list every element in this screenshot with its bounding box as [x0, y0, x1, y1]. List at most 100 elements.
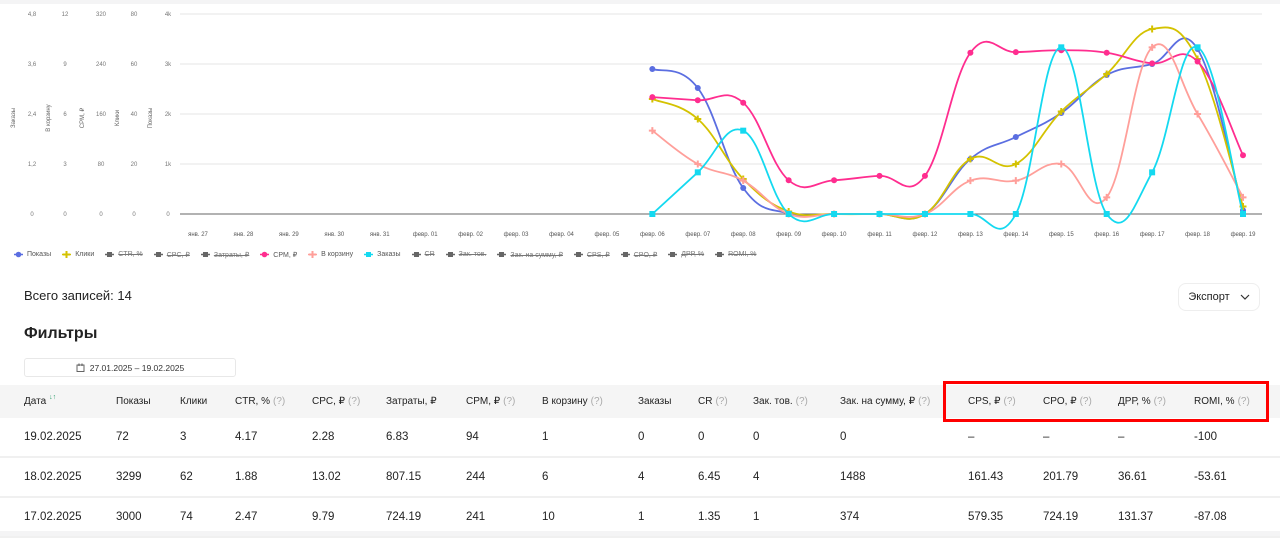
data-point[interactable] — [1103, 193, 1111, 201]
data-point[interactable] — [921, 211, 928, 217]
data-point[interactable] — [1103, 211, 1110, 217]
column-header[interactable]: ДРР, % (?) — [1118, 385, 1166, 418]
data-point[interactable] — [649, 211, 656, 217]
help-icon[interactable]: (?) — [1237, 396, 1250, 407]
table-row[interactable]: 18.02.2025 3299 62 1.88 13.02 807.15 244 6 4 6.45… — [0, 458, 1280, 498]
data-point[interactable] — [1058, 44, 1065, 51]
data-point[interactable] — [649, 94, 656, 101]
data-point[interactable] — [740, 127, 747, 134]
legend-item[interactable]: В корзину — [308, 250, 353, 259]
legend-item[interactable]: CTR, % — [105, 250, 143, 259]
column-header[interactable]: Клики — [180, 385, 207, 418]
date-range-picker[interactable]: 27.01.2025 – 19.02.2025 — [24, 358, 236, 377]
data-point[interactable] — [1148, 25, 1156, 33]
data-point[interactable] — [1149, 169, 1156, 176]
data-point[interactable] — [1103, 70, 1111, 78]
column-header[interactable]: CPO, ₽ (?) — [1043, 385, 1092, 418]
y-axis-title: В корзину — [46, 104, 52, 131]
data-point[interactable] — [785, 211, 792, 217]
help-icon[interactable]: (?) — [590, 396, 603, 407]
data-point[interactable] — [694, 169, 701, 176]
data-point[interactable] — [785, 177, 792, 184]
help-icon[interactable]: (?) — [1079, 396, 1092, 407]
data-point[interactable] — [1239, 193, 1247, 201]
help-icon[interactable]: (?) — [503, 396, 516, 407]
data-point[interactable] — [1148, 43, 1156, 51]
data-point[interactable] — [739, 177, 747, 185]
table-row[interactable]: 19.02.2025 72 3 4.17 2.28 6.83 94 1 0 0 0 0 – – – -100 — [0, 418, 1280, 458]
data-point[interactable] — [1103, 49, 1110, 56]
data-point[interactable] — [1012, 160, 1020, 168]
legend-item[interactable]: CPO, ₽ — [620, 250, 657, 259]
data-point[interactable] — [1057, 108, 1065, 115]
data-point[interactable] — [966, 177, 974, 185]
table-row[interactable]: 17.02.2025 3000 74 2.47 9.79 724.19 241 10 1 1.35… — [0, 498, 1280, 538]
legend-item[interactable]: CPS, ₽ — [573, 250, 610, 259]
column-header[interactable]: Зак. тов. (?) — [753, 385, 808, 418]
y-tick-label: 20 — [131, 162, 138, 168]
help-icon[interactable]: (?) — [715, 396, 728, 407]
data-point[interactable] — [1240, 152, 1246, 159]
data-point[interactable] — [967, 211, 974, 217]
y-tick-label: 0 — [99, 212, 103, 218]
export-dropdown[interactable]: Экспорт — [1178, 283, 1260, 311]
column-header[interactable]: CPC, ₽ (?) — [312, 385, 360, 418]
data-point[interactable] — [831, 177, 838, 184]
legend-item[interactable]: Показы — [14, 250, 51, 259]
y-tick-label: 1k — [165, 162, 172, 168]
column-header[interactable]: CPM, ₽ (?) — [466, 385, 515, 418]
data-point[interactable] — [876, 211, 883, 217]
help-icon[interactable]: (?) — [1153, 396, 1166, 407]
column-header[interactable]: CR (?) — [698, 385, 728, 418]
data-point[interactable] — [694, 115, 702, 123]
data-point[interactable] — [1012, 49, 1019, 56]
data-point[interactable] — [694, 85, 701, 91]
column-header[interactable]: В корзину (?) — [542, 385, 603, 418]
legend-item[interactable]: Заказы — [364, 250, 401, 259]
column-header[interactable]: Дата ↓↑ — [24, 385, 56, 418]
help-icon[interactable]: (?) — [795, 396, 808, 407]
data-point[interactable] — [1194, 58, 1201, 65]
help-icon[interactable]: (?) — [348, 396, 361, 407]
data-point[interactable] — [648, 127, 656, 135]
data-point[interactable] — [1012, 211, 1019, 217]
column-header[interactable]: Показы — [116, 385, 151, 418]
legend-item[interactable]: ROMI, % — [715, 250, 757, 259]
column-header[interactable]: CPS, ₽ (?) — [968, 385, 1016, 418]
data-point[interactable] — [1194, 110, 1202, 118]
table-cell: 0 — [840, 431, 847, 443]
data-point[interactable] — [649, 66, 656, 72]
data-point[interactable] — [831, 211, 838, 217]
data-point[interactable] — [1012, 177, 1020, 185]
legend-item[interactable]: CPM, ₽ — [260, 250, 297, 259]
data-point[interactable] — [1194, 44, 1201, 51]
data-point[interactable] — [921, 172, 928, 179]
data-point[interactable] — [694, 97, 701, 104]
data-point[interactable] — [1012, 134, 1019, 140]
data-point[interactable] — [694, 160, 702, 168]
legend-item[interactable]: Затраты, ₽ — [200, 250, 249, 259]
data-point[interactable] — [740, 185, 747, 191]
legend-item[interactable]: Клики — [62, 250, 94, 259]
column-header[interactable]: Затраты, ₽ — [386, 385, 437, 418]
legend-item[interactable]: Зак. на сумму, ₽ — [497, 250, 563, 259]
data-point[interactable] — [967, 49, 974, 56]
legend-item[interactable]: CR — [411, 250, 435, 259]
data-point[interactable] — [740, 99, 747, 106]
legend-item[interactable]: ДРР, % — [668, 250, 704, 259]
column-header[interactable]: Зак. на сумму, ₽ (?) — [840, 385, 930, 418]
data-point[interactable] — [1240, 211, 1246, 217]
data-point[interactable] — [1149, 60, 1156, 67]
help-icon[interactable]: (?) — [918, 396, 931, 407]
column-header[interactable]: CTR, % (?) — [235, 385, 285, 418]
legend-item[interactable]: CPC, ₽ — [153, 250, 190, 259]
legend-item[interactable]: Зак. тов. — [445, 250, 486, 259]
sort-icon[interactable]: ↓↑ — [49, 394, 57, 401]
column-header[interactable]: Заказы — [638, 385, 671, 418]
help-icon[interactable]: (?) — [1003, 396, 1016, 407]
data-point[interactable] — [966, 155, 974, 163]
data-point[interactable] — [876, 172, 883, 179]
column-header[interactable]: ROMI, % (?) — [1194, 385, 1250, 418]
help-icon[interactable]: (?) — [273, 396, 286, 407]
data-point[interactable] — [1057, 160, 1065, 168]
